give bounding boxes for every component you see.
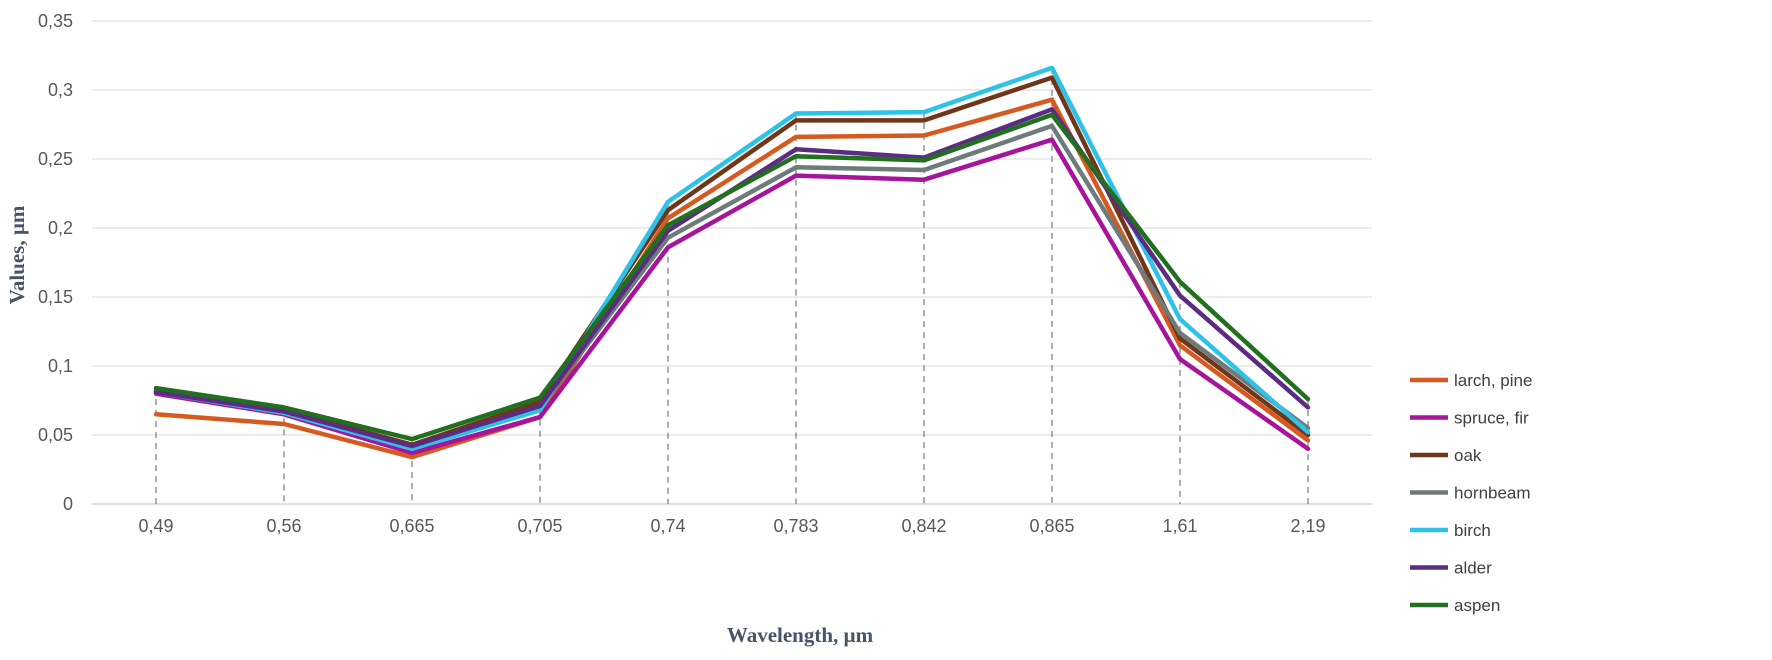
x-tick-label: 0,74 (650, 516, 685, 536)
y-tick-label: 0,35 (38, 11, 73, 31)
y-tick-label: 0,2 (48, 218, 73, 238)
y-tick-label: 0,3 (48, 80, 73, 100)
y-axis-title: Values, µm (5, 205, 29, 304)
series-line (153, 112, 1311, 442)
series-lines (153, 65, 1311, 460)
x-tick-label: 0,56 (266, 516, 301, 536)
y-tick-label: 0,15 (38, 287, 73, 307)
legend-label: birch (1454, 521, 1491, 540)
y-tick-label: 0,25 (38, 149, 73, 169)
y-tick-label: 0,1 (48, 356, 73, 376)
x-tick-label: 0,783 (773, 516, 818, 536)
series-line (153, 137, 1311, 456)
x-tick-labels: 0,49 0,56 0,665 0,705 0,74 0,783 0,842 0,865 1,6… (138, 516, 1325, 536)
x-tick-label: 0,665 (389, 516, 434, 536)
x-tick-label: 2,19 (1290, 516, 1325, 536)
y-tick-label: 0,05 (38, 425, 73, 445)
legend-label: aspen (1454, 596, 1500, 615)
y-tick-labels: 0 0,05 0,1 0,15 0,2 0,25 0,3 0,35 (38, 11, 73, 514)
y-tick-label: 0 (63, 494, 73, 514)
legend-label: larch, pine (1454, 371, 1532, 390)
x-tick-label: 0,842 (901, 516, 946, 536)
legend-label: hornbeam (1454, 484, 1531, 503)
legend-label: spruce, fir (1454, 409, 1529, 428)
x-tick-label: 0,705 (517, 516, 562, 536)
legend: larch, pine spruce, fir oak hornbeam birch al… (1410, 371, 1532, 615)
x-tick-label: 0,865 (1029, 516, 1074, 536)
x-tick-label: 0,49 (138, 516, 173, 536)
x-axis-title: Wavelength, µm (727, 623, 874, 647)
legend-label: oak (1454, 446, 1482, 465)
x-tick-label: 1,61 (1162, 516, 1197, 536)
legend-label: alder (1454, 559, 1492, 578)
series-line (153, 97, 1311, 460)
